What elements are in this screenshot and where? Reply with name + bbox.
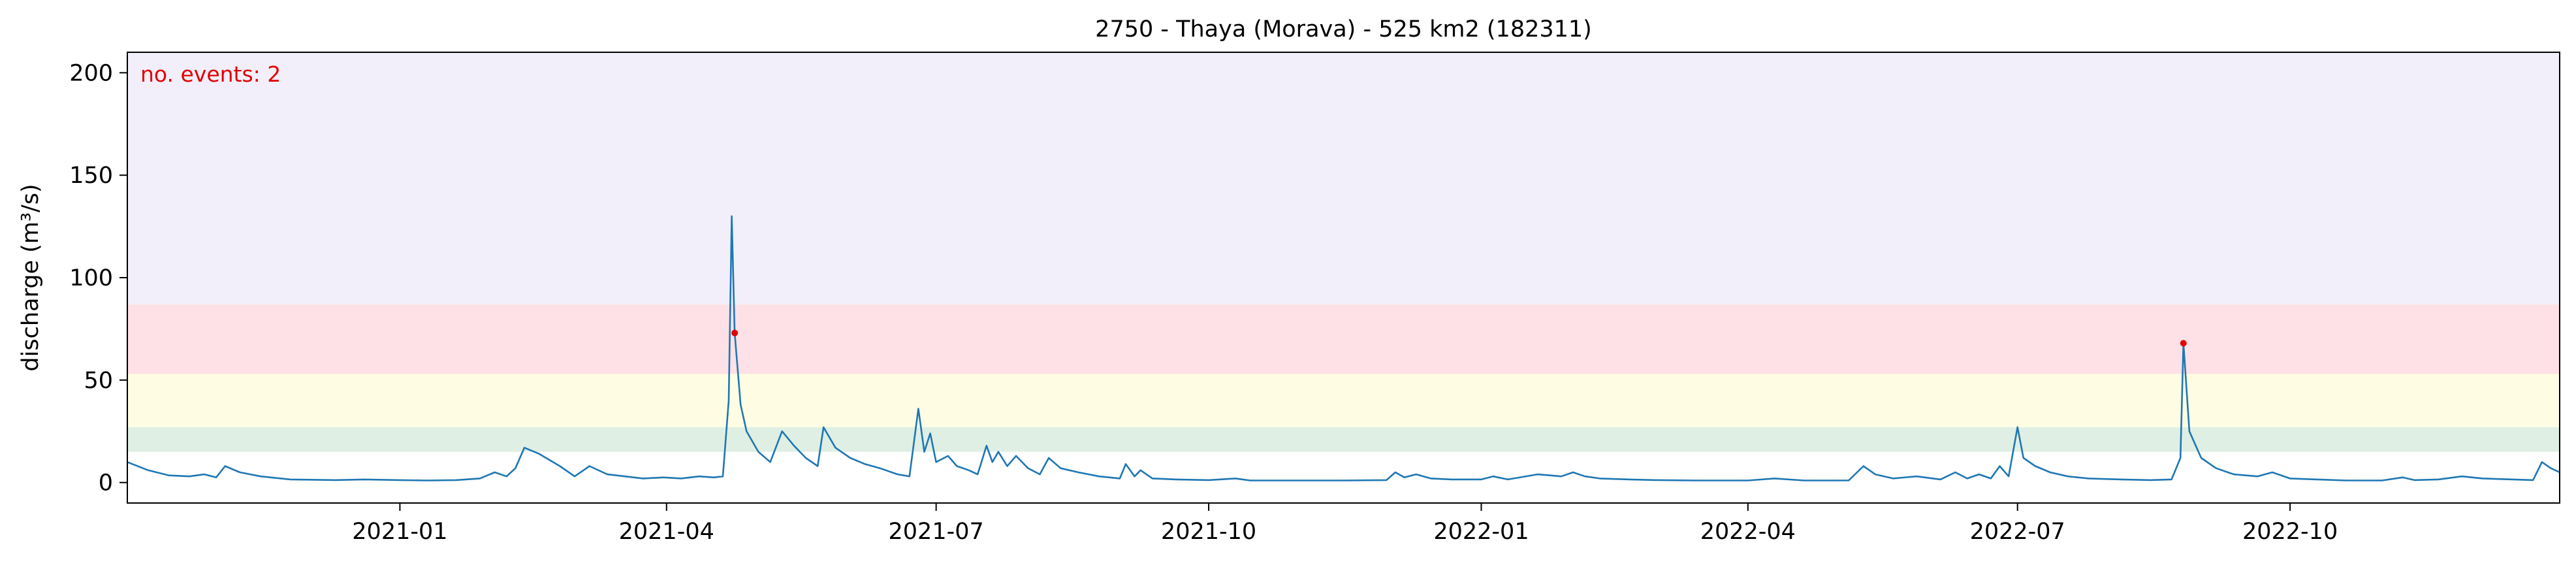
y-tick-label-0: 0: [99, 470, 113, 496]
y-tick-label-100: 100: [69, 265, 113, 291]
discharge-series-line: [127, 215, 2560, 481]
x-tick-label-2021-10: 2021-10: [1161, 519, 1256, 545]
y-axis: 0 50 100 150 200: [69, 60, 127, 496]
event-marker-2: [2180, 340, 2187, 347]
series-layer: [127, 215, 2560, 481]
y-tick-label-150: 150: [69, 163, 113, 189]
threshold-bands: [127, 52, 2560, 452]
y-axis-title: discharge (m³/s): [18, 184, 44, 371]
chart-title: 2750 - Thaya (Morava) - 525 km2 (182311): [1095, 16, 1592, 42]
threshold-band-4: [127, 52, 2560, 304]
x-tick-label-2022-10: 2022-10: [2242, 519, 2338, 545]
x-tick-label-2021-07: 2021-07: [889, 519, 984, 545]
x-tick-label-2022-01: 2022-01: [1433, 519, 1529, 545]
x-tick-label-2022-07: 2022-07: [1970, 519, 2065, 545]
threshold-band-3: [127, 304, 2560, 374]
y-tick-label-200: 200: [69, 60, 113, 86]
x-axis: 2021-01 2021-04 2021-07 2021-10 2022-01 2022-…: [352, 503, 2338, 545]
event-marker-1: [731, 329, 739, 336]
x-tick-label-2021-04: 2021-04: [619, 519, 714, 545]
x-tick-label-2021-01: 2021-01: [352, 519, 447, 545]
x-tick-label-2022-04: 2022-04: [1700, 519, 1796, 545]
threshold-band-2: [127, 374, 2560, 427]
threshold-band-1: [127, 427, 2560, 452]
event-count-annotation: no. events: 2: [140, 61, 281, 87]
y-tick-label-50: 50: [84, 368, 113, 394]
events-layer: [731, 329, 2187, 347]
